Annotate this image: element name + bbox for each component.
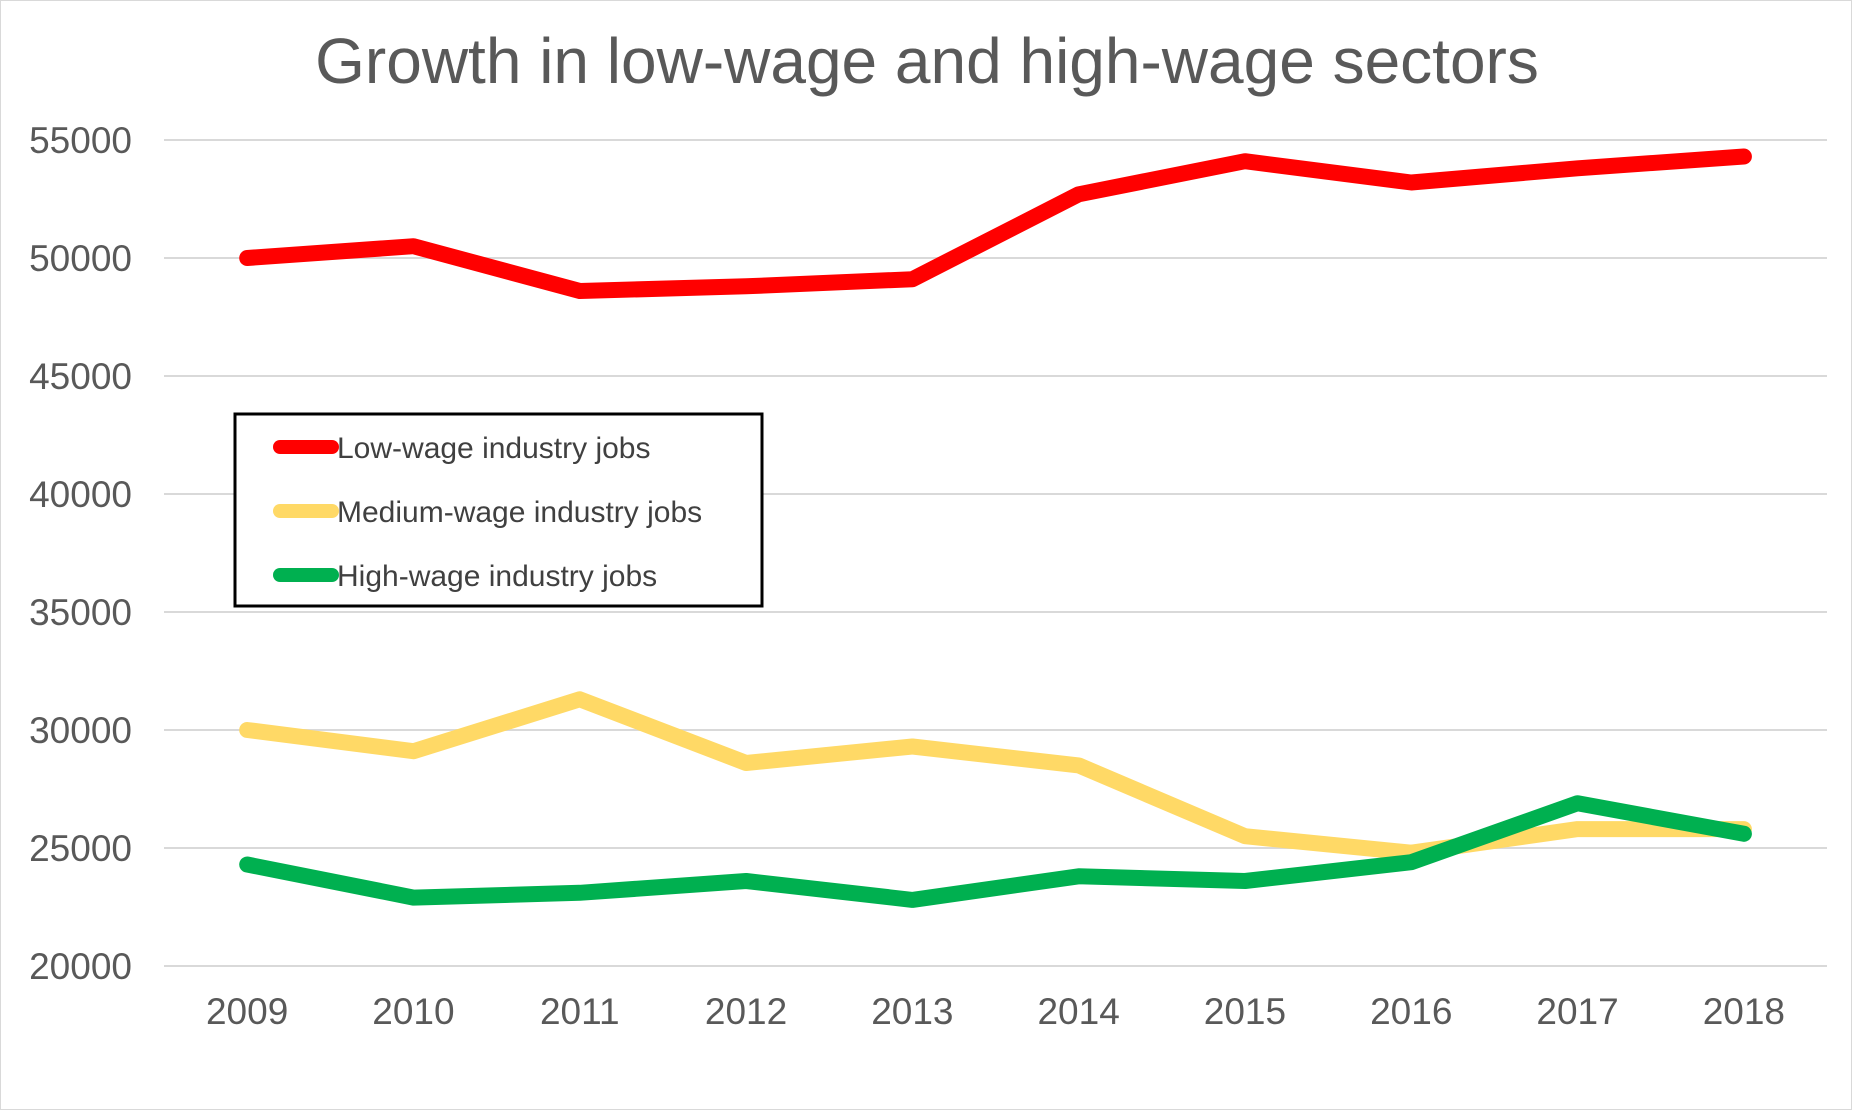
series-lines: [239, 148, 1752, 908]
gridlines: [164, 139, 1827, 967]
series-line-high-wage: [239, 795, 1752, 908]
y-tick-label: 50000: [29, 238, 132, 279]
y-tick-label: 55000: [29, 120, 132, 161]
x-tick-label: 2010: [372, 991, 454, 1032]
x-tick-label: 2014: [1037, 991, 1119, 1032]
chart-title: Growth in low-wage and high-wage sectors: [315, 25, 1539, 97]
legend-label: High-wage industry jobs: [337, 560, 657, 593]
y-tick-label: 25000: [29, 828, 132, 869]
x-tick-label: 2012: [705, 991, 787, 1032]
x-tick-label: 2013: [871, 991, 953, 1032]
legend: Low-wage industry jobs Medium-wage indust…: [233, 412, 764, 608]
y-axis-ticks: 20000 25000 30000 35000 40000 45000 50000 55000: [29, 120, 132, 987]
y-tick-label: 45000: [29, 356, 132, 397]
series-line-low-wage: [239, 148, 1752, 299]
x-tick-label: 2016: [1370, 991, 1452, 1032]
x-axis-ticks: 2009 2010 2011 2012 2013 2014 2015 2016 2017 2018: [206, 991, 1785, 1032]
legend-label: Medium-wage industry jobs: [337, 496, 702, 529]
x-tick-label: 2011: [540, 991, 620, 1032]
y-tick-label: 35000: [29, 592, 132, 633]
y-tick-label: 20000: [29, 946, 132, 987]
legend-label: Low-wage industry jobs: [337, 432, 651, 465]
x-tick-label: 2017: [1536, 991, 1618, 1032]
y-tick-label: 40000: [29, 474, 132, 515]
x-tick-label: 2018: [1703, 991, 1785, 1032]
x-tick-label: 2015: [1204, 991, 1286, 1032]
y-tick-label: 30000: [29, 710, 132, 751]
x-tick-label: 2009: [206, 991, 288, 1032]
